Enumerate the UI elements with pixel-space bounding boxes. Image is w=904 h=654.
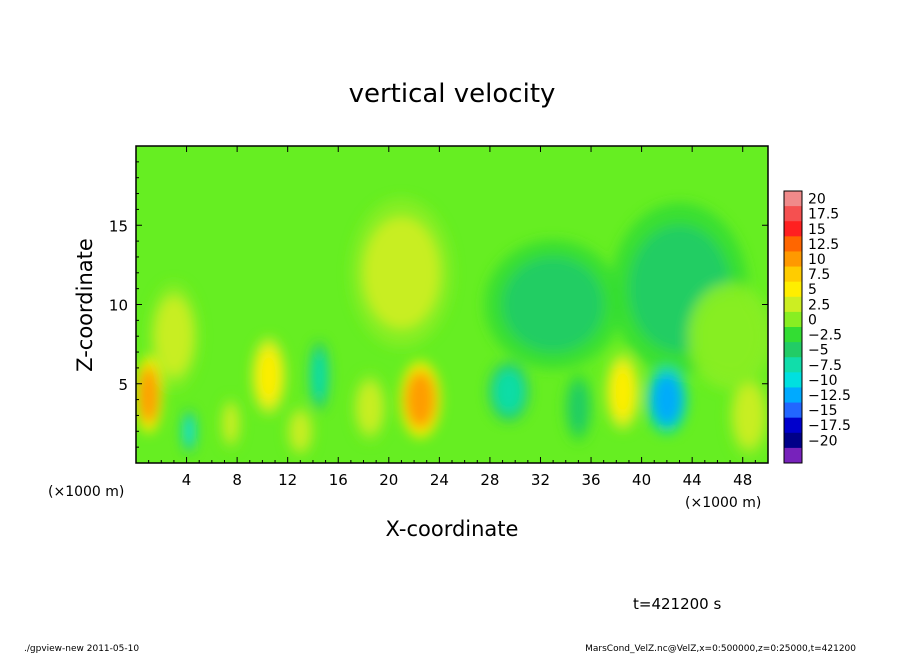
colorbar-swatch (784, 372, 802, 388)
feature-core (154, 296, 193, 376)
colorbar-swatch (784, 402, 802, 419)
x-tick-label: 44 (683, 471, 702, 489)
x-tick-label: 36 (581, 471, 600, 489)
field-features (136, 197, 768, 459)
colorbar-swatch (784, 342, 802, 358)
colorbar-swatch (784, 432, 802, 449)
y-unit-label: (×1000 m) (48, 484, 124, 500)
colorbar-label: −12.5 (808, 388, 851, 404)
x-tick-label: 32 (531, 471, 550, 489)
x-tick-label: 40 (632, 471, 651, 489)
feature-core (502, 256, 604, 353)
colorbar-swatch (784, 281, 802, 298)
x-tick-label: 4 (182, 471, 192, 489)
feature-core (405, 371, 436, 429)
y-tick-label: 5 (118, 376, 128, 394)
feature-core (311, 350, 327, 402)
footer-right: MarsCond_VelZ.nc@VelZ,x=0:500000,z=0:250… (585, 644, 856, 654)
feature-core (290, 412, 311, 451)
colorbar: 2017.51512.5107.552.50−2.5−5−7.5−10−12.5… (783, 190, 851, 464)
colorbar-swatch (784, 206, 802, 222)
colorbar-label: 0 (808, 312, 817, 328)
colorbar-label: 2.5 (808, 297, 830, 313)
x-tick-label: 20 (379, 471, 398, 489)
colorbar-swatch (784, 357, 802, 373)
feature-core (223, 404, 239, 443)
colorbar-swatch (784, 417, 802, 434)
colorbar-swatch (784, 311, 802, 328)
y-tick-label: 15 (109, 217, 128, 235)
feature-core (610, 363, 636, 421)
colorbar-label: 7.5 (808, 267, 830, 283)
footer-left: ./gpview-new 2011-05-10 (24, 644, 139, 654)
feature-core (256, 347, 282, 405)
x-tick-label: 16 (329, 471, 348, 489)
colorbar-swatch (784, 191, 802, 207)
colorbar-label: −5 (808, 343, 829, 359)
colorbar-label: −17.5 (808, 418, 851, 434)
y-axis-ticks: 5 10 15 (109, 161, 768, 448)
chart-title: vertical velocity (349, 79, 556, 109)
feature-core (363, 217, 440, 329)
colorbar-swatch (784, 236, 802, 252)
colorbar-label: −2.5 (808, 328, 842, 344)
feature-core (357, 382, 383, 433)
x-tick-label: 12 (278, 471, 297, 489)
colorbar-label: 5 (808, 282, 817, 298)
x-tick-label: 24 (430, 471, 449, 489)
colorbar-label: −20 (808, 433, 838, 449)
colorbar-label: 17.5 (808, 207, 839, 223)
feature-core (138, 366, 159, 424)
x-tick-label: 8 (232, 471, 242, 489)
x-axis-ticks: 4 8 12 16 20 24 28 32 36 40 44 48 (148, 146, 756, 489)
x-tick-label: 48 (733, 471, 752, 489)
colorbar-label: 10 (808, 252, 826, 268)
colorbar-label: −10 (808, 373, 838, 389)
x-tick-label: 28 (480, 471, 499, 489)
colorbar-swatch (784, 327, 802, 343)
colorbar-label: 12.5 (808, 237, 839, 253)
feature-core (733, 383, 765, 448)
colorbar-frame (783, 190, 803, 464)
feature-core (493, 369, 525, 414)
colorbar-swatch (784, 296, 802, 313)
feature-core (568, 382, 589, 433)
x-unit-label: (×1000 m) (685, 495, 761, 511)
feature-core (698, 296, 762, 376)
colorbar-label: 15 (808, 222, 826, 238)
y-tick-label: 10 (109, 297, 128, 315)
colorbar-label: 20 (808, 192, 826, 208)
time-label: t=421200 s (633, 595, 721, 613)
x-axis-label: X-coordinate (386, 517, 519, 541)
plot-area (135, 145, 769, 464)
colorbar-swatch (784, 221, 802, 237)
colorbar-swatch (784, 387, 802, 404)
colorbar-swatch (784, 447, 802, 464)
feature-core (651, 374, 683, 425)
colorbar-label: −7.5 (808, 358, 842, 374)
colorbar-swatch (784, 266, 802, 283)
colorbar-swatch (784, 251, 802, 268)
y-axis-label: Z-coordinate (73, 238, 97, 372)
colorbar-label: −15 (808, 403, 838, 419)
feature-core (184, 415, 195, 448)
